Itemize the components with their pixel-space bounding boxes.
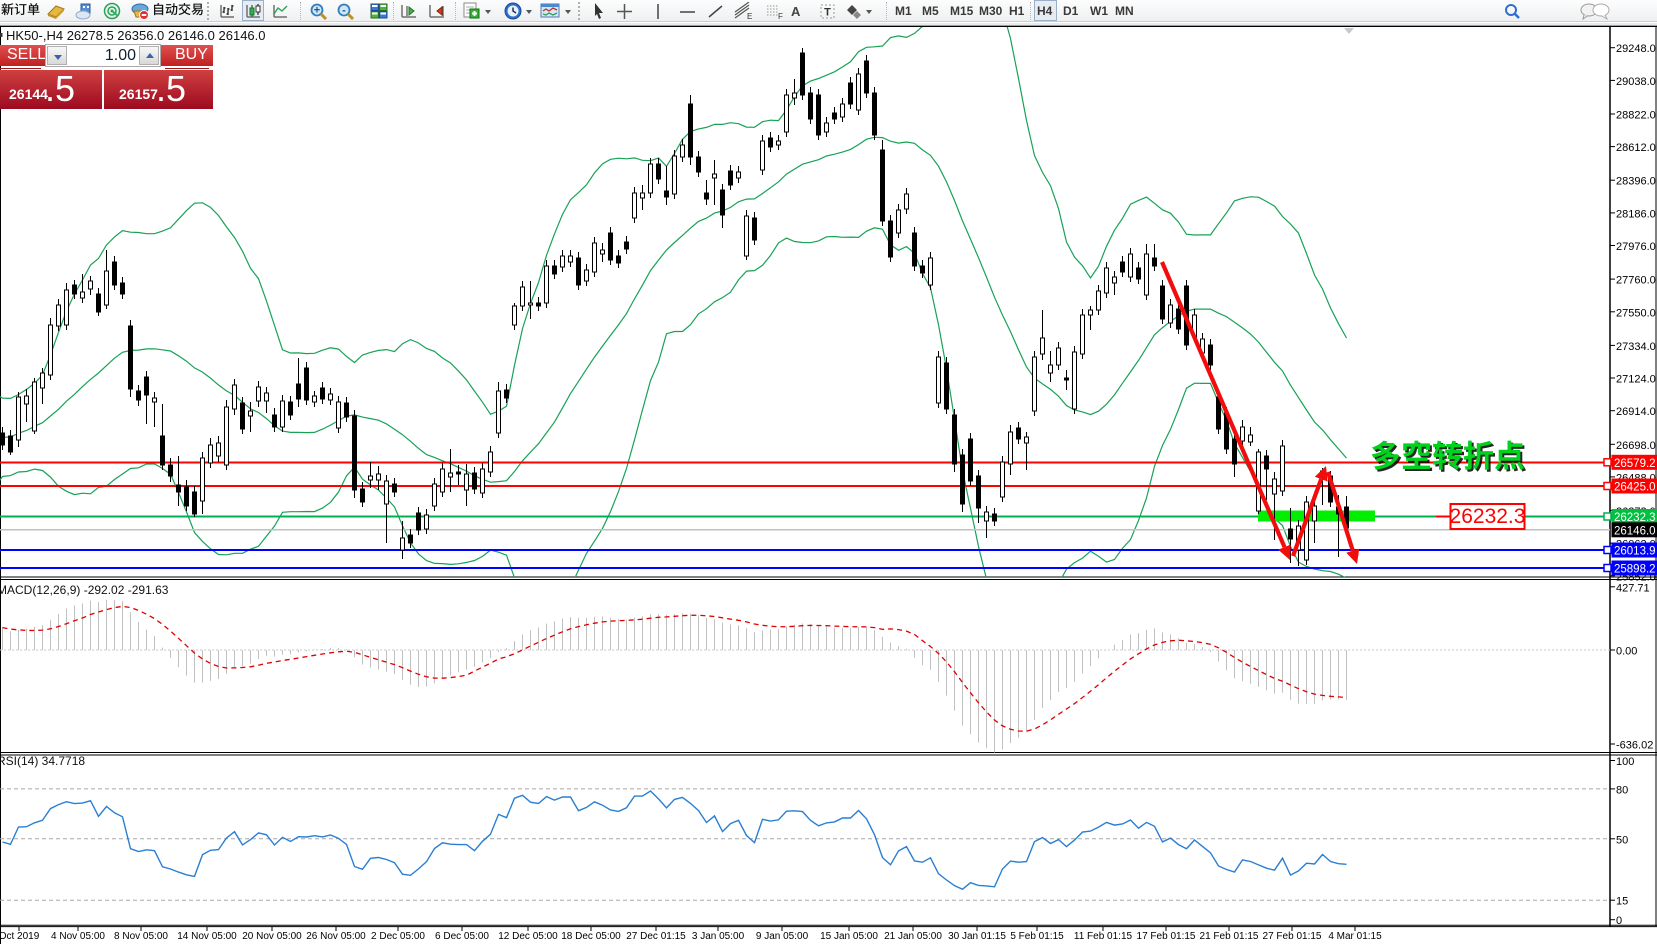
svg-text:27 Dec 01:15: 27 Dec 01:15: [626, 931, 686, 942]
svg-text:29038.0: 29038.0: [1616, 76, 1656, 88]
svg-text:3 Jan 05:00: 3 Jan 05:00: [692, 931, 745, 942]
svg-text:28612.0: 28612.0: [1616, 142, 1656, 154]
svg-text:4 Nov 05:00: 4 Nov 05:00: [51, 931, 105, 942]
svg-text:11 Feb 01:15: 11 Feb 01:15: [1074, 931, 1133, 942]
svg-text:4 Mar 01:15: 4 Mar 01:15: [1328, 931, 1382, 942]
svg-text:50: 50: [1616, 834, 1628, 846]
svg-text:9 Jan 05:00: 9 Jan 05:00: [756, 931, 809, 942]
svg-text:27760.0: 27760.0: [1616, 275, 1656, 287]
svg-text:14 Nov 05:00: 14 Nov 05:00: [177, 931, 237, 942]
svg-text:29248.0: 29248.0: [1616, 43, 1656, 55]
svg-text:26013.9: 26013.9: [1614, 546, 1656, 558]
svg-text:26579.2: 26579.2: [1614, 458, 1656, 470]
svg-text:+: +: [314, 5, 320, 17]
svg-text:28822.0: 28822.0: [1616, 110, 1656, 122]
svg-text:80: 80: [1616, 784, 1628, 796]
svg-text:26425.0: 26425.0: [1614, 482, 1656, 494]
svg-text:21 Feb 01:15: 21 Feb 01:15: [1200, 931, 1259, 942]
svg-text:Oct 2019: Oct 2019: [0, 931, 40, 942]
svg-text:HK50-,H4 26278.5 26356.0 2614: HK50-,H4 26278.5 26356.0 26146.0 26146.0: [6, 28, 266, 43]
svg-text:27976.0: 27976.0: [1616, 241, 1656, 253]
svg-text:-636.02: -636.02: [1616, 740, 1653, 752]
svg-text:20 Nov 05:00: 20 Nov 05:00: [242, 931, 302, 942]
svg-text:27334.0: 27334.0: [1616, 341, 1656, 353]
svg-text:28396.0: 28396.0: [1616, 176, 1656, 188]
svg-text:E: E: [747, 12, 752, 20]
svg-text:MACD(12,26,9) -292.02 -291.63: MACD(12,26,9) -292.02 -291.63: [0, 583, 169, 597]
svg-text:12 Dec 05:00: 12 Dec 05:00: [498, 931, 558, 942]
svg-text:T: T: [824, 7, 831, 19]
svg-text:27 Feb 01:15: 27 Feb 01:15: [1263, 931, 1322, 942]
svg-text:0.00: 0.00: [1616, 646, 1637, 658]
svg-text:26232.3: 26232.3: [1614, 512, 1656, 524]
svg-text:30 Jan 01:15: 30 Jan 01:15: [948, 931, 1006, 942]
svg-text:27550.0: 27550.0: [1616, 307, 1656, 319]
svg-text:427.71: 427.71: [1616, 582, 1650, 594]
svg-text:-: -: [342, 5, 346, 17]
svg-text:18 Dec 05:00: 18 Dec 05:00: [561, 931, 621, 942]
svg-text:5 Feb 01:15: 5 Feb 01:15: [1010, 931, 1064, 942]
svg-text:26232.3: 26232.3: [1450, 505, 1526, 528]
svg-text:28186.0: 28186.0: [1616, 208, 1656, 220]
svg-text:26146.0: 26146.0: [1614, 525, 1656, 537]
svg-text:26 Nov 05:00: 26 Nov 05:00: [306, 931, 366, 942]
svg-text:15: 15: [1616, 896, 1628, 908]
svg-text:100: 100: [1616, 756, 1634, 768]
svg-text:25898.2: 25898.2: [1614, 564, 1656, 576]
svg-text:F: F: [778, 12, 783, 20]
svg-text:6 Dec 05:00: 6 Dec 05:00: [435, 931, 489, 942]
svg-text:2 Dec 05:00: 2 Dec 05:00: [371, 931, 425, 942]
svg-text:15 Jan 05:00: 15 Jan 05:00: [820, 931, 878, 942]
svg-text:26698.0: 26698.0: [1616, 440, 1656, 452]
svg-text:17 Feb 01:15: 17 Feb 01:15: [1137, 931, 1196, 942]
svg-text:8 Nov 05:00: 8 Nov 05:00: [114, 931, 168, 942]
svg-text:0: 0: [1616, 915, 1622, 927]
svg-text:26914.0: 26914.0: [1616, 406, 1656, 418]
svg-text:27124.0: 27124.0: [1616, 374, 1656, 386]
svg-text:RSI(14) 34.7718: RSI(14) 34.7718: [0, 754, 85, 768]
svg-text:21 Jan 05:00: 21 Jan 05:00: [884, 931, 942, 942]
